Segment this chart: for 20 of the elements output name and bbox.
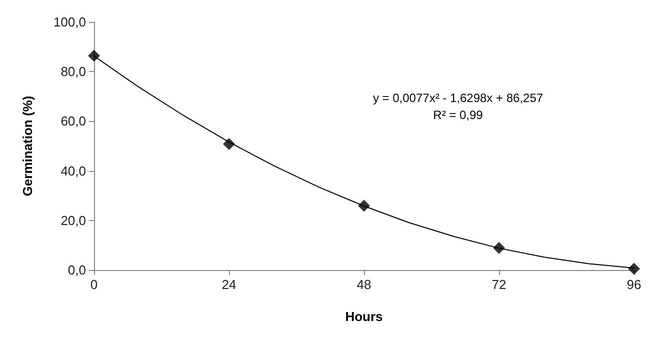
point	[88, 50, 100, 62]
point	[223, 138, 235, 150]
x-axis-title: Hours	[345, 309, 383, 324]
point	[493, 242, 505, 254]
point	[358, 200, 370, 212]
x-tick-label: 96	[626, 277, 642, 292]
y-tick-label: 100,0	[53, 14, 86, 30]
y-tick-label: 20,0	[60, 212, 86, 228]
y-tick-label: 0,0	[68, 262, 86, 278]
annotation: R² = 0,99	[433, 108, 484, 122]
point	[628, 262, 640, 275]
x-tick-label: 0	[90, 277, 98, 292]
y-tick-label: 80,0	[60, 64, 86, 80]
x-tick-label: 48	[356, 277, 372, 292]
y-tick-label: 40,0	[60, 163, 86, 178]
y-axis-title: Germination (%)	[20, 96, 35, 196]
y-tick-label: 60,0	[60, 114, 86, 129]
x-tick-label: 72	[492, 277, 506, 292]
annotation: y = 0,0077x² - 1,6298x + 86,257	[372, 91, 544, 105]
x-tick-label: 24	[222, 277, 236, 292]
